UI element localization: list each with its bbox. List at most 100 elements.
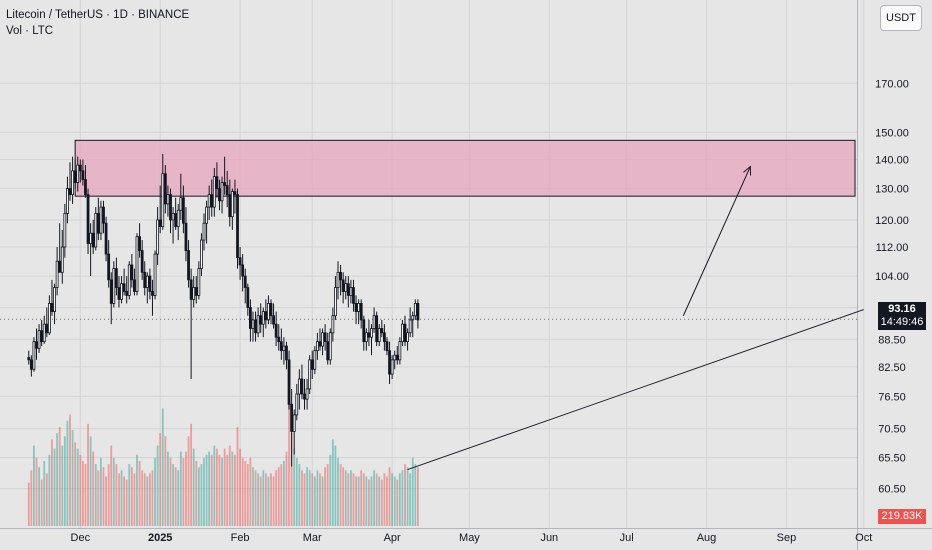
price-axis[interactable]: 170.00 150.00 140.00 130.00 120.00 112.00 104.… bbox=[875, 78, 909, 495]
volume-bar bbox=[35, 457, 38, 526]
volume-bar bbox=[40, 479, 43, 526]
candle-body bbox=[243, 275, 247, 288]
candle-body bbox=[310, 359, 314, 370]
time-axis[interactable]: Dec 2025 Feb Mar Apr May Jun Jul Aug Sep Oct bbox=[71, 532, 873, 544]
volume-bar bbox=[179, 451, 182, 526]
volume-bar bbox=[249, 457, 252, 526]
candle-body bbox=[202, 222, 206, 241]
candle-body bbox=[346, 283, 350, 296]
candle-body bbox=[163, 173, 167, 205]
candle-body bbox=[295, 393, 299, 416]
candle-body bbox=[94, 213, 98, 248]
candle-body bbox=[84, 179, 87, 196]
volume-bar bbox=[89, 436, 92, 526]
y-tick-label: 140.00 bbox=[875, 154, 909, 166]
candle-body bbox=[81, 170, 85, 180]
volume-bar bbox=[74, 442, 77, 526]
volume-bar bbox=[285, 451, 288, 526]
volume-bar bbox=[205, 454, 208, 526]
candle-body bbox=[331, 315, 335, 334]
candle-body bbox=[326, 341, 330, 361]
candle-body bbox=[212, 176, 216, 208]
candle-body bbox=[318, 341, 322, 347]
volume-bar bbox=[386, 476, 388, 526]
volume-bar bbox=[128, 464, 131, 526]
volume-bar bbox=[347, 473, 350, 526]
candle-body bbox=[60, 246, 64, 273]
candle-body bbox=[401, 323, 404, 343]
volume-bar bbox=[357, 476, 360, 526]
candle-body bbox=[166, 194, 170, 205]
candle-body bbox=[145, 275, 149, 288]
candle-body bbox=[200, 239, 203, 270]
volume-bar bbox=[368, 479, 370, 526]
drawings bbox=[0, 165, 864, 471]
volume-bar bbox=[236, 426, 239, 526]
candle-body bbox=[406, 332, 409, 343]
candle-body bbox=[282, 345, 286, 352]
volume-bar bbox=[231, 451, 234, 526]
volume-bar bbox=[115, 464, 118, 526]
volume-bar bbox=[241, 457, 244, 526]
candle-body bbox=[305, 388, 309, 400]
volume-bar bbox=[66, 420, 69, 526]
currency-button[interactable]: USDT bbox=[880, 5, 922, 31]
candle-body bbox=[357, 303, 361, 312]
volume-bar bbox=[51, 439, 53, 526]
volume-bar bbox=[311, 473, 314, 526]
volume-bar bbox=[303, 473, 306, 526]
volume-bar bbox=[234, 454, 236, 526]
volume-bar bbox=[159, 433, 162, 526]
candle-body bbox=[192, 287, 196, 300]
candle-body bbox=[207, 194, 211, 208]
candle-body bbox=[359, 303, 363, 321]
candle-body bbox=[277, 336, 281, 343]
volume-bar bbox=[406, 467, 409, 526]
candle-body bbox=[55, 260, 59, 288]
volume-bar bbox=[380, 479, 383, 526]
candle-body bbox=[256, 315, 260, 334]
volume-bar bbox=[203, 457, 205, 526]
candle-body bbox=[279, 341, 283, 352]
volume-bar bbox=[277, 467, 280, 526]
candle-body bbox=[251, 319, 255, 329]
volume-bar bbox=[172, 464, 174, 526]
volume-bar bbox=[324, 467, 327, 526]
volume-bar bbox=[326, 464, 329, 526]
volume-bar bbox=[272, 476, 275, 526]
candle-body bbox=[364, 332, 368, 343]
volume-bar bbox=[308, 470, 311, 526]
volume-bar bbox=[313, 476, 316, 526]
candle-body bbox=[109, 279, 113, 304]
volume-bar bbox=[30, 470, 33, 526]
candle-body bbox=[352, 287, 355, 304]
volume-bar bbox=[360, 470, 363, 526]
volume-bar bbox=[331, 439, 334, 526]
volume-bar bbox=[215, 448, 218, 526]
candle-body bbox=[395, 354, 399, 361]
volume-bar bbox=[81, 461, 84, 526]
candle-body bbox=[264, 311, 268, 321]
candle-body bbox=[114, 268, 118, 288]
candle-body bbox=[187, 250, 190, 281]
candle-body bbox=[300, 378, 304, 395]
candle-body bbox=[382, 332, 386, 343]
candle-body bbox=[393, 354, 397, 361]
x-tick-label: Sep bbox=[777, 532, 797, 544]
candle-body bbox=[130, 264, 134, 281]
candle-body bbox=[151, 291, 154, 296]
candle-body bbox=[303, 393, 306, 400]
volume-bar bbox=[252, 467, 254, 526]
candle-body bbox=[50, 303, 54, 312]
candle-body bbox=[138, 236, 141, 251]
volume-bar bbox=[161, 408, 164, 526]
candle-body bbox=[248, 307, 252, 329]
y-tick-label: 70.50 bbox=[878, 424, 906, 436]
volume-bar bbox=[87, 423, 89, 526]
volume-bar bbox=[164, 436, 167, 526]
volume-bar bbox=[339, 464, 342, 526]
candle-body bbox=[367, 332, 371, 338]
volume-bar bbox=[337, 457, 339, 526]
